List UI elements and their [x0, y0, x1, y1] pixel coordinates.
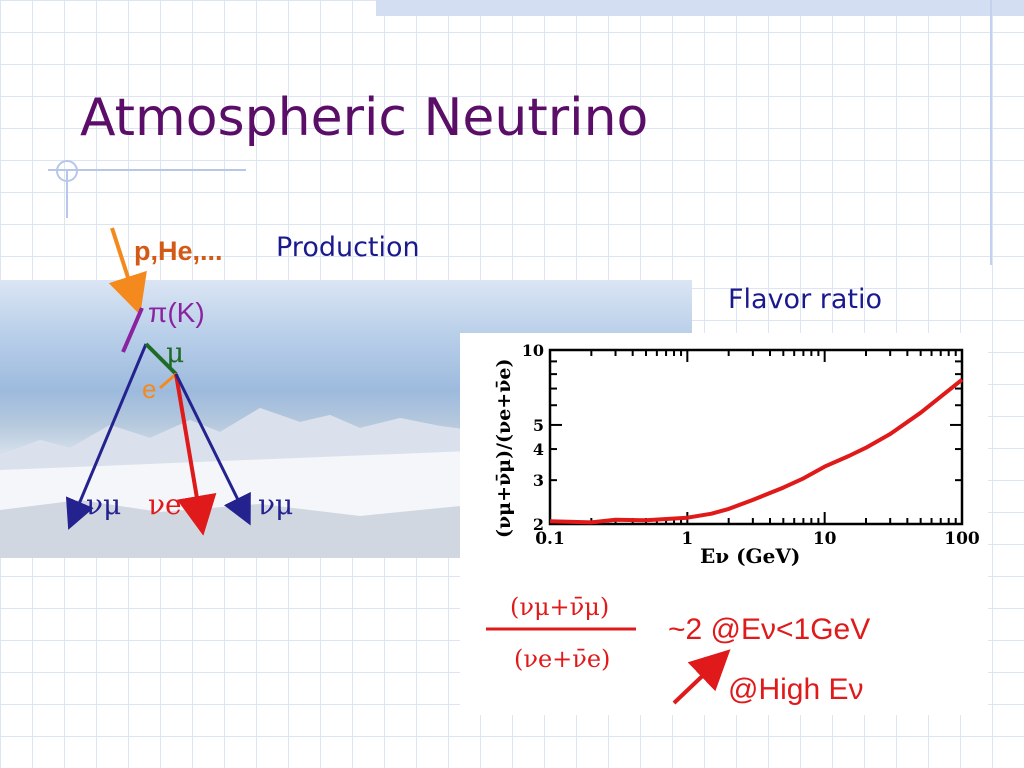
formula-denominator: (νe+ν̄e)	[514, 645, 610, 673]
electron-label: e	[142, 374, 156, 404]
title-tick-ornament	[66, 170, 68, 218]
nu-mu-right-label: νμ	[258, 488, 293, 521]
right-accent-line	[990, 0, 992, 265]
ratio-formula: (νμ+ν̄μ) (νe+ν̄e) ~2 @Eν<1GeV @High Eν	[486, 593, 870, 706]
nu-mu-left-label: νμ	[86, 488, 121, 521]
tick-label-group: 0.1 1 10 100 2 3 4 5 10	[522, 341, 980, 549]
y-tick-label: 3	[533, 471, 544, 490]
y-tick-label: 10	[522, 341, 544, 360]
y-tick-label: 5	[533, 416, 544, 435]
x-tick-label: 100	[944, 529, 980, 549]
x-axis-label: Eν (GeV)	[700, 544, 800, 568]
high-energy-note: @High Eν	[728, 673, 864, 706]
primary-arrow	[108, 227, 147, 316]
meson-track	[121, 307, 144, 353]
y-axis-label: (νμ+ν̄μ)/(νe+ν̄e)	[493, 359, 515, 538]
flavor-ratio-chart: 0.1 1 10 100 2 3 4 5 10 Eν (GeV) (νμ+ν̄μ)/(νe+ν̄…	[493, 341, 980, 568]
rising-arrow	[672, 649, 731, 705]
nu-e-label: νe	[148, 488, 182, 521]
y-tick-label: 2	[533, 515, 544, 534]
production-label: Production	[276, 232, 420, 263]
low-energy-note: ~2 @Eν<1GeV	[668, 613, 870, 646]
x-tick-label: 1	[681, 529, 693, 549]
formula-numerator: (νμ+ν̄μ)	[510, 593, 609, 621]
y-tick-label: 4	[533, 440, 544, 459]
flavor-ratio-label: Flavor ratio	[728, 284, 883, 315]
top-accent-band	[376, 0, 1024, 16]
nu-mu-left-track	[65, 343, 148, 530]
x-tick-label: 10	[813, 529, 837, 549]
muon-track	[144, 342, 178, 376]
nu-e-track	[174, 373, 217, 536]
ratio-series-line	[549, 378, 964, 525]
nu-mu-right-track	[174, 373, 251, 526]
meson-label: π(K)	[148, 297, 205, 328]
muon-label: μ	[166, 336, 184, 369]
slide-title: Atmospheric Neutrino	[80, 88, 649, 148]
title-underline	[48, 169, 246, 171]
plot-frame	[548, 348, 964, 526]
primary-label: p,He,...	[134, 236, 223, 266]
production-diagram: p,He,... π(K) μ e νμ νe νμ	[65, 227, 293, 536]
x-tick-label: 0.1	[535, 529, 565, 549]
electron-track	[159, 372, 177, 390]
